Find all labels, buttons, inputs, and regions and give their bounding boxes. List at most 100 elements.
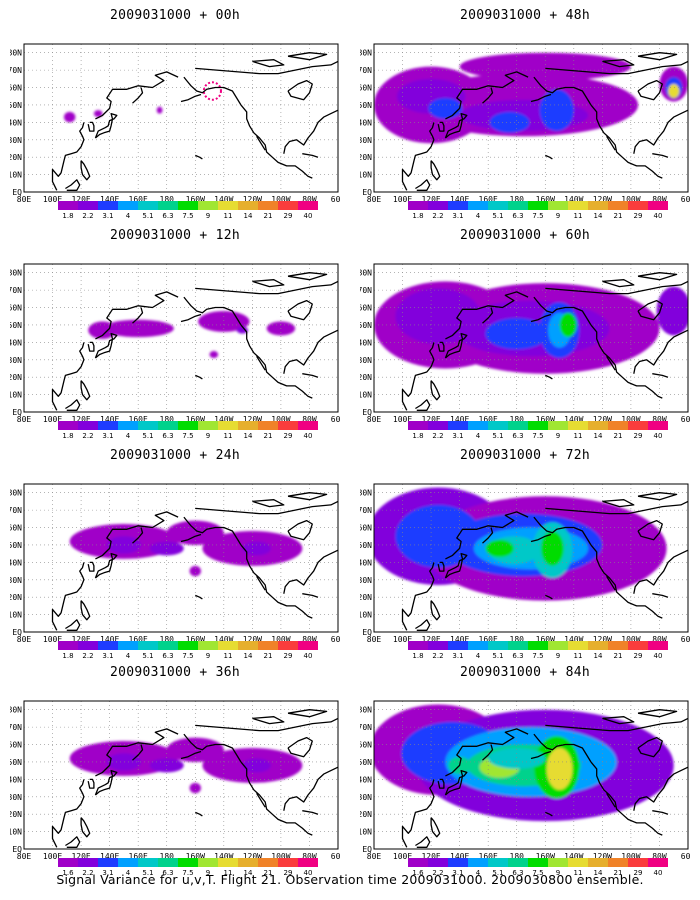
lat-tick-label: 30N xyxy=(360,356,372,365)
lat-tick-label: 60N xyxy=(10,741,22,750)
lon-tick-label: 140E xyxy=(450,415,469,424)
map-frame xyxy=(373,263,689,413)
lon-tick-label: 140W xyxy=(564,635,583,644)
lat-tick-label: 40N xyxy=(360,775,372,784)
lat-tick-label: 30N xyxy=(360,576,372,585)
lat-tick-label: 50N xyxy=(360,541,372,550)
colorbar-label: 2.2 xyxy=(432,869,443,875)
coastline xyxy=(415,836,431,848)
lon-tick-label: 80W xyxy=(302,415,317,424)
coastline xyxy=(302,153,319,158)
colorbar-swatch xyxy=(278,641,298,650)
lon-tick-label: 120E xyxy=(71,852,90,861)
colorbar-label: 11 xyxy=(224,212,233,218)
coastline xyxy=(637,299,663,321)
lon-tick-label: 140E xyxy=(100,195,119,204)
coastline xyxy=(180,313,202,323)
lat-tick-label: 40N xyxy=(10,775,22,784)
lat-tick-label: 80N xyxy=(10,489,22,498)
coastline xyxy=(51,779,85,848)
colorbar-swatch xyxy=(198,641,218,650)
colorbar-label: 2.2 xyxy=(82,432,93,438)
lat-tick-label: 60N xyxy=(10,304,22,313)
coastline xyxy=(637,79,663,101)
colorbar-swatch xyxy=(218,201,238,210)
colorbar-label: 4 xyxy=(476,212,481,218)
colorbar-label: 4 xyxy=(476,652,481,658)
colorbar-swatch xyxy=(78,201,98,210)
coastline xyxy=(652,810,669,815)
lat-tick-label: 80N xyxy=(360,706,372,715)
colorbar-swatch xyxy=(608,858,628,867)
colorbar-swatch xyxy=(548,641,568,650)
coastline xyxy=(80,600,91,621)
variance-patch xyxy=(63,111,76,123)
coastline xyxy=(287,709,328,718)
colorbar-label: 7.5 xyxy=(532,432,543,438)
coastline xyxy=(444,112,468,139)
lon-tick-label: 100E xyxy=(393,635,412,644)
lat-tick-label: 80N xyxy=(10,706,22,715)
lat-tick-label: 30N xyxy=(10,136,22,145)
lon-tick-label: 140E xyxy=(450,195,469,204)
lon-tick-label: 140E xyxy=(100,852,119,861)
lon-tick-label: 100E xyxy=(393,415,412,424)
coastline xyxy=(430,380,441,401)
lat-tick-label: 50N xyxy=(360,101,372,110)
colorbar-label: 14 xyxy=(244,212,253,218)
lat-tick-label: 50N xyxy=(10,101,22,110)
colorbar-label: 7.5 xyxy=(182,869,193,875)
colorbar-label: 21 xyxy=(614,652,623,658)
coastline xyxy=(633,329,688,374)
lat-tick-label: 30N xyxy=(10,576,22,585)
colorbar-label: 6.3 xyxy=(512,212,523,218)
colorbar-label: 1.8 xyxy=(412,652,423,658)
contour-outline xyxy=(202,81,222,101)
coastline xyxy=(287,272,328,281)
lon-tick-label: 80E xyxy=(17,635,32,644)
colorbar-label: 29 xyxy=(634,652,643,658)
lon-tick-label: 180 xyxy=(510,195,525,204)
colorbar-swatch xyxy=(218,641,238,650)
colorbar-swatch xyxy=(298,641,318,650)
colorbar-swatch xyxy=(218,858,238,867)
lon-tick-label: 80E xyxy=(367,852,382,861)
lon-tick-label: 100W xyxy=(621,195,640,204)
coastline xyxy=(256,135,266,151)
lon-tick-label: 120W xyxy=(243,415,262,424)
coastline xyxy=(252,716,285,725)
colorbar-label: 4 xyxy=(476,869,481,875)
colorbar-label: 40 xyxy=(654,652,663,658)
colorbar-swatch xyxy=(528,641,548,650)
lat-tick-label: 40N xyxy=(360,338,372,347)
colorbar-swatch xyxy=(588,201,608,210)
colorbar-swatch xyxy=(448,641,468,650)
colorbar-label: 40 xyxy=(654,869,663,875)
colorbar-label: 9 xyxy=(556,652,560,658)
colorbar-swatch xyxy=(448,421,468,430)
coastline xyxy=(430,160,441,181)
coastline xyxy=(287,736,313,758)
lon-tick-label: 100W xyxy=(271,635,290,644)
lat-tick-label: 60N xyxy=(10,84,22,93)
coastline xyxy=(252,279,285,288)
variance-patch xyxy=(156,106,163,114)
lon-tick-label: 100W xyxy=(621,852,640,861)
lon-tick-label: 80E xyxy=(367,195,382,204)
coastline xyxy=(545,280,688,295)
coastline xyxy=(51,122,85,191)
colorbar-swatch xyxy=(118,421,138,430)
coastline xyxy=(602,279,635,288)
lat-tick-label: 30N xyxy=(360,136,372,145)
map-frame xyxy=(23,483,339,633)
lat-tick-label: 60N xyxy=(360,524,372,533)
colorbar-label: 29 xyxy=(284,869,293,875)
colorbar-swatch xyxy=(118,641,138,650)
colorbar-swatch xyxy=(588,421,608,430)
variance-patch xyxy=(198,311,250,332)
colorbar-swatch xyxy=(98,858,118,867)
